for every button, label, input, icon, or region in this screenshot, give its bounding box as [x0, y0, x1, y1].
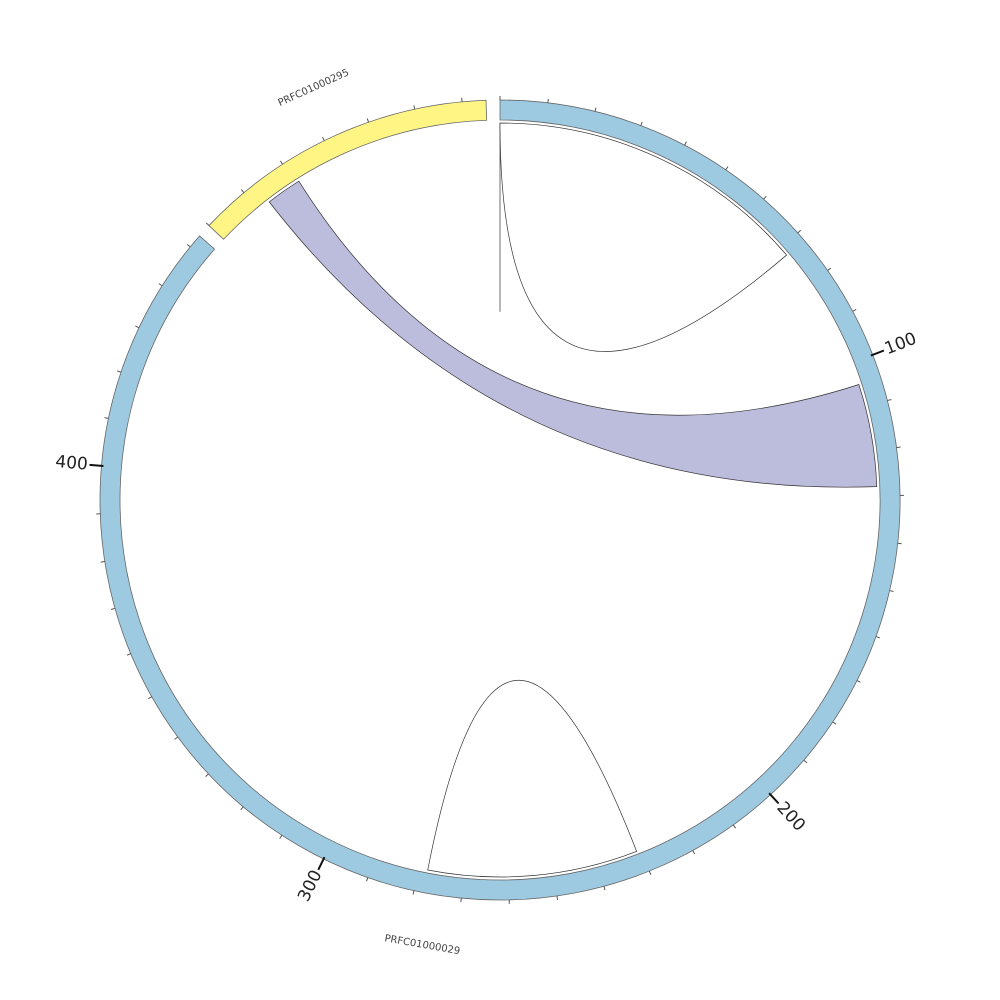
- minor-tick: [148, 696, 152, 700]
- minor-tick: [556, 895, 559, 900]
- segment-band-prfc01000295: [208, 99, 488, 240]
- minor-tick: [126, 653, 131, 656]
- major-tick: [870, 349, 885, 357]
- tick-label: 100: [882, 329, 919, 359]
- minor-tick: [158, 283, 163, 287]
- minor-tick: [205, 773, 209, 777]
- tick-label: 300: [294, 867, 326, 905]
- minor-tick: [110, 607, 116, 610]
- minor-tick: [648, 870, 652, 875]
- minor-tick: [322, 136, 325, 141]
- links-layer: [268, 122, 878, 878]
- link-ribbon: [427, 679, 638, 878]
- minor-tick: [640, 121, 643, 126]
- minor-tick: [875, 636, 880, 639]
- minor-tick: [852, 308, 857, 312]
- minor-tick: [856, 680, 861, 683]
- minor-tick: [279, 160, 283, 165]
- major-tick: [89, 463, 104, 468]
- minor-tick: [174, 736, 179, 740]
- link-ribbon: [499, 122, 788, 352]
- tick-label: 400: [55, 452, 89, 475]
- segment-label: PRFC01000295: [277, 67, 351, 109]
- minor-tick: [889, 590, 894, 592]
- minor-tick: [240, 189, 245, 194]
- major-tick: [768, 792, 780, 805]
- minor-tick: [827, 267, 832, 271]
- minor-tick: [692, 850, 696, 855]
- minor-tick: [413, 105, 416, 110]
- link-ribbon: [268, 180, 878, 488]
- minor-tick: [117, 370, 122, 373]
- minor-tick: [603, 886, 606, 891]
- minor-tick: [366, 877, 369, 882]
- minor-tick: [412, 890, 415, 895]
- minor-tick: [725, 166, 729, 171]
- minor-tick: [684, 141, 687, 146]
- minor-tick: [896, 446, 901, 449]
- segment-label: PRFC01000029: [384, 933, 461, 957]
- minor-tick: [240, 806, 244, 811]
- minor-tick: [135, 325, 140, 329]
- minor-tick: [366, 118, 370, 123]
- minor-tick: [100, 561, 105, 563]
- segment-ring: [99, 99, 901, 901]
- minor-tick: [887, 399, 892, 401]
- minor-tick: [797, 229, 802, 234]
- minor-tick: [763, 195, 767, 200]
- minor-tick: [732, 824, 737, 829]
- minor-tick: [104, 417, 109, 419]
- minor-tick: [186, 243, 191, 248]
- ticks-layer: [89, 96, 904, 904]
- minor-tick: [205, 222, 210, 226]
- minor-tick: [803, 759, 808, 764]
- major-tick: [317, 856, 326, 871]
- segment-band-prfc01000029: [99, 99, 901, 901]
- minor-tick: [832, 721, 837, 725]
- minor-tick: [594, 107, 597, 112]
- minor-tick: [279, 835, 283, 839]
